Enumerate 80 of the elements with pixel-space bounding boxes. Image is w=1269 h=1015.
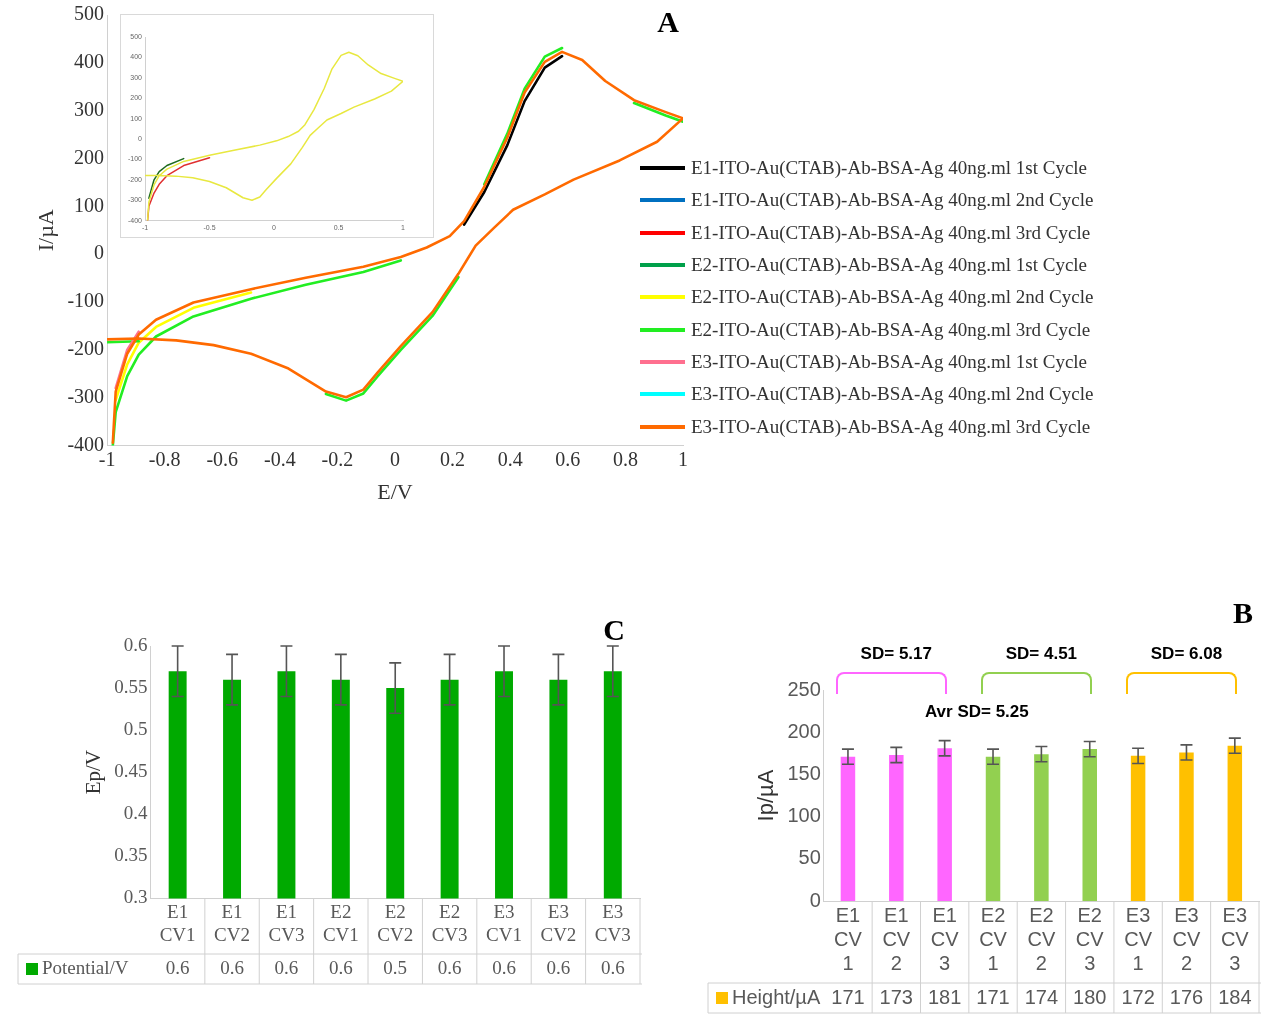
x-tick-label: -0.8 [148,447,181,470]
x-axis-title: E/V [377,478,413,504]
y-tick-label: 400 [74,50,105,73]
y-tick-label: 500 [74,2,105,25]
data-label: 173 [879,985,913,1008]
x-tick-label: E2 CV1 [322,900,359,945]
chart-title: C [603,612,625,646]
data-label: 171 [976,985,1010,1008]
data-label: 172 [1121,985,1155,1008]
legend-label: E2-ITO-Au(CTAB)-Ab-BSA-Ag 40ng.ml 2nd Cycle [691,286,1094,309]
x-tick-label: 0 [390,447,401,470]
y-tick-label: 0 [94,241,105,264]
x-tick-label: E2 CV 2 [1027,903,1056,974]
x-tick-label: E1 CV2 [214,900,250,945]
x-tick-label: E3 CV 1 [1124,903,1153,974]
x-tick-label: 0.4 [497,447,523,470]
text: SD= 5.17 [860,644,932,664]
x-tick-label: E2 CV2 [377,900,414,945]
y-tick-label: 200 [74,145,105,168]
data-label: 171 [831,985,865,1008]
chart-title: A [657,5,679,39]
legend-label: E1-ITO-Au(CTAB)-Ab-BSA-Ag 40ng.ml 3rd Cycle [691,221,1091,244]
legend-label: Height/µA [732,985,821,1008]
y-tick-label: 0.5 [123,718,148,740]
x-tick-label: E3 CV 3 [1220,903,1250,974]
y-tick-label: 50 [798,846,821,869]
legend-label: E2-ITO-Au(CTAB)-Ab-BSA-Ag 40ng.ml 1st Cycle [691,254,1088,277]
x-tick-label: 0.6 [555,447,581,470]
x-tick-label: E2 CV 1 [979,903,1008,974]
x-tick-label: 0.8 [612,447,638,470]
y-tick-label: 0.3 [123,886,148,908]
y-tick-label: 150 [787,761,821,784]
x-tick-label: E1 CV 1 [834,903,863,974]
x-tick-label: 0.2 [440,447,466,470]
x-tick-label: E3 CV2 [540,900,577,945]
legend-label: E2-ITO-Au(CTAB)-Ab-BSA-Ag 40ng.ml 3rd Cycle [691,318,1091,341]
text: SD= 6.08 [1150,644,1223,664]
x-tick-label: E3 CV1 [486,900,522,945]
data-label: 181 [927,985,962,1008]
y-axis-title: Ip/µA [753,769,779,822]
y-tick-label: 200 [787,719,821,742]
legend-label: Potential/V [42,956,129,978]
y-tick-label: 300 [74,97,105,120]
x-tick-label: E1 CV1 [159,900,196,945]
y-tick-label: -100 [67,289,105,312]
x-tick-label: -0.4 [264,447,296,470]
x-tick-label: E1 CV 2 [882,903,911,974]
data-label: 180 [1073,985,1107,1008]
text: SD= 4.51 [1005,644,1078,664]
data-label: 176 [1169,985,1204,1008]
x-tick-label: E1 CV3 [268,900,305,945]
y-tick-label: 0.6 [123,633,148,655]
legend-label: E1-ITO-Au(CTAB)-Ab-BSA-Ag 40ng.ml 2nd Cycle [691,189,1094,212]
x-tick-label: E3 CV3 [594,900,631,945]
legend-label: E1-ITO-Au(CTAB)-Ab-BSA-Ag 40ng.ml 1st Cycle [691,157,1088,180]
chart-title: B [1232,595,1254,629]
x-tick-label: E2 CV 3 [1075,903,1105,974]
y-tick-label: 0.55 [114,676,148,698]
legend-label: E3-ITO-Au(CTAB)-Ab-BSA-Ag 40ng.ml 3rd Cycle [691,415,1091,438]
y-tick-label: 0.35 [114,844,148,866]
legend-label: E3-ITO-Au(CTAB)-Ab-BSA-Ag 40ng.ml 1st Cycle [691,350,1088,373]
data-label: 184 [1218,985,1252,1008]
data-label: 174 [1024,985,1059,1008]
y-tick-label: 100 [74,193,105,216]
annotation: Avr SD= 5.25 [924,702,1029,722]
y-tick-label: -300 [67,385,105,408]
y-tick-label: 0.4 [123,802,148,824]
x-tick-label: E1 CV 3 [930,903,960,974]
y-tick-label: 100 [787,804,821,827]
y-axis-title: I/µA [32,209,58,252]
y-tick-label: -200 [67,337,105,360]
y-axis-title: Ep/V [81,750,106,795]
x-tick-label: E2 CV3 [431,900,468,945]
x-tick-label: 1 [678,447,688,470]
y-tick-label: 250 [787,677,821,700]
x-tick-label: -0.6 [206,447,239,470]
x-tick-label: E3 CV 2 [1172,903,1202,974]
x-tick-label: -0.2 [321,447,354,470]
y-tick-label: 0.45 [114,760,148,782]
legend-label: E3-ITO-Au(CTAB)-Ab-BSA-Ag 40ng.ml 2nd Cycle [691,383,1094,406]
